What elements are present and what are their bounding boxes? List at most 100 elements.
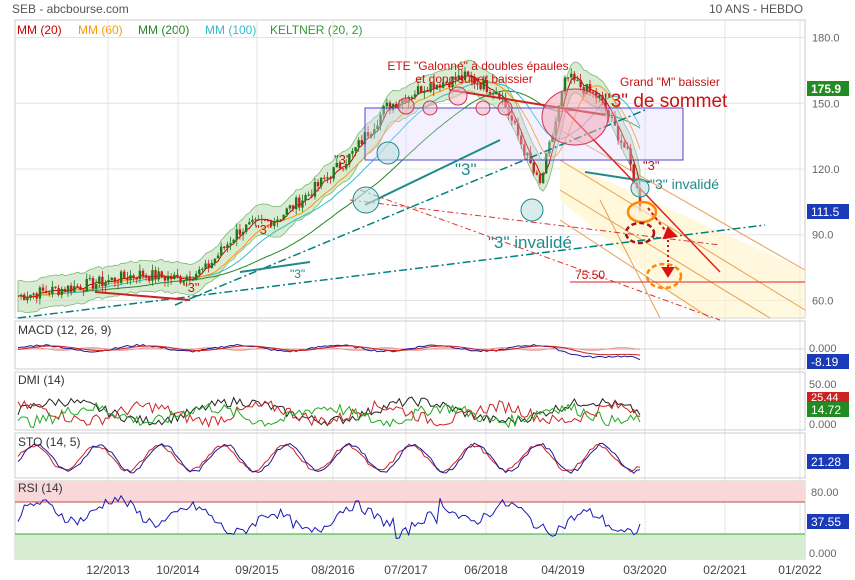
legend-mm60: MM (60) [78,23,123,37]
candle [523,139,526,160]
rsi-title: RSI (14) [18,481,63,495]
legend-keltner: KELTNER (20, 2) [270,23,362,37]
rsi-tick-80: 80.00 [811,487,839,499]
sto-title: STO (14, 5) [18,435,80,449]
keltner-band [17,59,641,314]
candle [545,152,548,175]
candle [326,172,329,184]
candle [160,270,163,279]
candle [538,172,542,185]
macd-signal-line [17,345,641,356]
candle [254,217,257,226]
price-y-tick-label: 120.0 [812,164,840,176]
candle [579,73,582,91]
candle [85,273,88,292]
annot-ete-1: ETE "Galonné" à doubles épaules [387,59,568,73]
marker-value-badge [807,204,849,219]
candle [144,272,148,281]
candle [576,75,579,82]
x-tick-label: 03/2020 [623,563,667,577]
candle [482,75,485,92]
x-tick-label: 12/2013 [86,563,130,577]
candle [520,130,523,150]
candle [94,279,98,293]
candle [79,283,82,291]
candle [304,192,307,206]
candle [420,85,423,94]
candle [360,135,364,145]
candle [307,191,310,197]
candle [210,259,213,269]
candle [169,273,173,285]
candle [416,80,420,96]
candle [445,80,448,86]
candle [229,236,232,251]
rsi-overbought-zone [15,481,805,502]
candle [41,283,45,294]
candle [376,119,379,132]
candle [48,290,51,297]
annot-trois-invalide-1: "3" invalidé [488,233,572,252]
legend-mm100: MM (100) [205,23,256,37]
candle [454,71,457,85]
candle [198,266,201,276]
candle [82,289,85,297]
candle [179,274,182,285]
candle [548,140,551,157]
candle [616,125,620,145]
legend-mm20: MM (20) [17,23,62,37]
last-price-badge [807,81,849,96]
macd-zero-tick: 0.000 [809,343,837,355]
candle [463,66,467,81]
candle [626,142,629,151]
candle [213,258,217,267]
x-tick-label: 07/2017 [384,563,428,577]
candle [301,194,304,213]
x-axis: 12/2013 10/2014 09/2015 08/2016 07/2017 06/20… [86,563,822,577]
candle [185,274,188,287]
candle [348,153,351,168]
candle [238,223,242,240]
candle [23,292,26,301]
candle [310,189,314,199]
candle [379,111,382,131]
annot-trois-2: "3" [255,222,272,237]
rsi-line [17,494,641,539]
candle [73,280,76,293]
candle [282,214,285,221]
candle [138,264,142,284]
price-panel: ETE "Galonné" à doubles épaules et donc … [14,19,849,559]
dmi-title: DMI (14) [18,373,65,387]
candle [157,267,160,283]
marker-value-label: 111.5 [811,205,840,219]
candle [32,292,35,300]
annot-trois-4: "3" [643,158,660,173]
mm200-line [17,90,641,298]
candle [335,157,339,168]
candle [435,84,439,90]
candle [432,81,435,97]
candle [163,274,167,287]
dmi-green-value: 14.72 [811,403,841,417]
candle [332,166,335,182]
candle [176,268,179,279]
sto-value-badge [807,454,849,469]
candle [448,81,451,91]
candle [323,174,326,181]
candle [223,246,226,251]
candle [107,274,110,286]
candle [126,271,129,285]
candle [485,74,489,95]
candle [63,286,67,293]
candle [191,276,195,281]
candle [263,219,267,222]
macd-panel: MACD (12, 26, 9) 0.000 -8.19 [14,320,849,370]
candle [257,215,260,221]
macd-value-badge [807,354,849,369]
candle [526,152,529,161]
candle [288,204,292,211]
candle [173,271,176,280]
candle [241,228,245,241]
candle [44,285,48,294]
